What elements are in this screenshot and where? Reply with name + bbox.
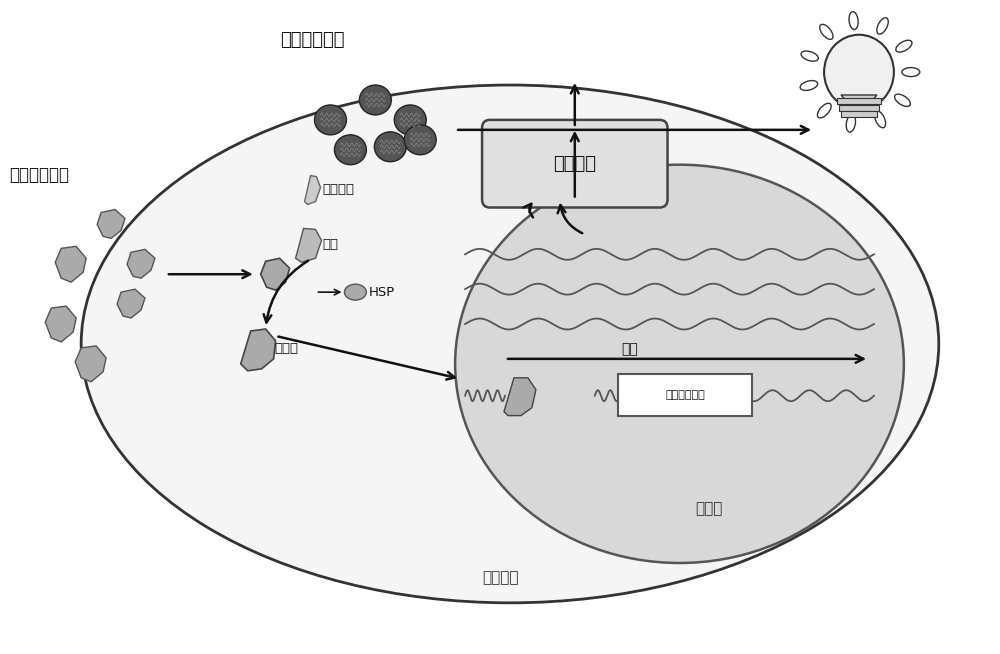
Polygon shape [45,306,76,342]
Polygon shape [261,258,290,290]
Polygon shape [97,209,125,238]
Polygon shape [504,378,536,416]
Text: 受体: 受体 [322,238,338,251]
Ellipse shape [877,18,888,34]
Ellipse shape [902,67,920,77]
FancyBboxPatch shape [618,374,752,416]
Polygon shape [296,228,321,262]
Polygon shape [55,247,86,282]
Polygon shape [241,329,276,371]
Text: 荧光素酶底物: 荧光素酶底物 [281,31,345,49]
Text: 荧光素酶: 荧光素酶 [553,155,596,173]
Bar [841,111,877,117]
Ellipse shape [820,24,833,39]
Ellipse shape [334,135,366,165]
Polygon shape [841,95,877,102]
Ellipse shape [896,41,912,52]
Ellipse shape [846,114,856,132]
Ellipse shape [81,85,939,603]
Ellipse shape [359,85,391,115]
Ellipse shape [404,125,436,155]
Text: 细胞核: 细胞核 [696,501,723,516]
Ellipse shape [800,80,818,90]
Polygon shape [305,176,321,205]
Ellipse shape [824,35,894,109]
Ellipse shape [344,284,366,300]
Ellipse shape [801,51,818,61]
FancyBboxPatch shape [482,120,668,207]
Bar [839,105,879,111]
Ellipse shape [455,165,904,563]
Polygon shape [117,289,145,318]
Text: 二恶英类物质: 二恶英类物质 [9,165,69,184]
Text: 转运蛋白: 转运蛋白 [322,183,354,196]
Ellipse shape [394,105,426,135]
Polygon shape [75,346,106,382]
Text: 动物细胞: 动物细胞 [482,570,518,585]
Ellipse shape [895,94,910,107]
Text: 复合体: 复合体 [275,343,299,355]
Ellipse shape [849,12,858,29]
Bar [837,98,881,104]
Ellipse shape [817,103,831,118]
Polygon shape [127,249,155,278]
Text: HSP: HSP [368,286,395,299]
Ellipse shape [374,132,406,162]
Text: 转录: 转录 [621,342,638,356]
Ellipse shape [875,111,886,128]
Ellipse shape [315,105,346,135]
Text: 荧光素酶基因: 荧光素酶基因 [665,390,705,400]
